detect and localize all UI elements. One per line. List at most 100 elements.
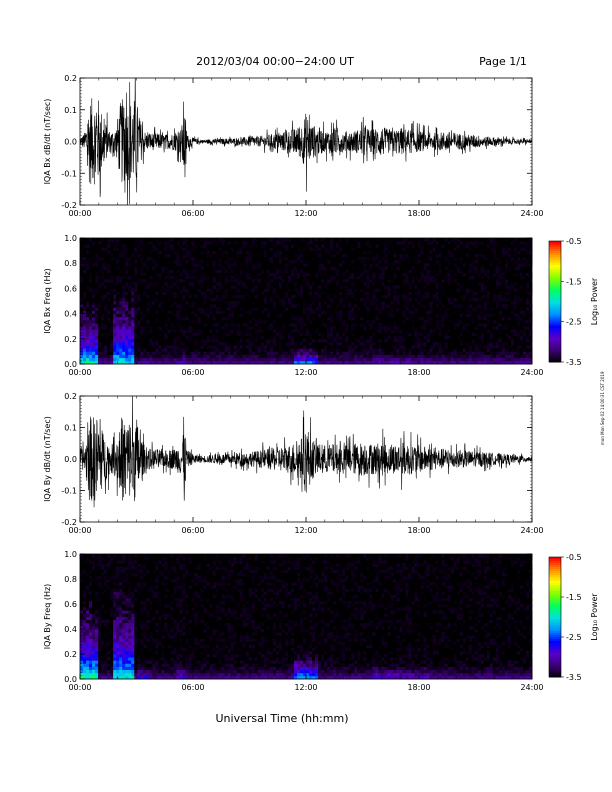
spectrogram-cell [390,345,394,349]
spectrogram-cell [215,332,220,337]
spectrogram-cell [501,351,506,355]
spectrogram-cell [161,244,165,248]
spectrogram-cell [315,250,319,255]
spectrogram-cell [152,304,156,308]
spectrogram-cell [185,348,189,352]
spectrogram-cell [372,244,376,248]
spectrogram-cell [188,329,192,333]
spectrogram-cell [375,335,379,340]
spectrogram-cell [357,360,361,365]
spectrogram-cell [378,345,382,349]
spectrogram-cell [281,341,286,346]
spectrogram-cell [125,354,129,359]
spectrogram-cell [402,329,406,333]
spectrogram-cell [312,316,316,321]
spectrogram-cell [399,351,403,355]
spectrogram-cell [468,313,473,318]
spectrogram-cell [176,301,180,305]
spectrogram-cell [462,323,467,327]
spectrogram-cell [158,263,162,267]
spectrogram-cell [333,275,337,280]
spectrogram-cell [266,253,271,258]
spectrogram-cell [333,310,337,314]
spectrogram-cell [173,297,177,302]
spectrogram-cell [278,263,283,267]
spectrogram-cell [366,282,370,286]
spectrogram-cell [336,329,340,333]
spectrogram-cell [161,291,165,296]
spectrogram-cell [324,263,328,267]
spectrogram-cell [287,351,292,355]
spectrogram-cell [378,335,382,340]
spectrogram-cell [251,266,256,270]
spectrogram-cell [140,263,144,267]
spectrogram-cell [257,360,262,365]
spectrogram-cell [188,269,192,274]
spectrogram-cell [170,269,174,274]
spectrogram-cell [293,288,298,292]
spectrogram-cell [381,345,385,349]
spectrogram-cell [372,260,376,264]
spectrogram-cell [212,241,216,245]
spectrogram-cell [215,294,220,299]
spectrogram-cell [354,360,358,365]
spectrogram-cell [378,326,382,330]
spectrogram-cell [378,291,382,296]
spectrogram-cell [278,256,283,261]
spectrogram-cell [218,307,223,311]
spectrogram-cell [131,307,135,311]
spectrogram-cell [528,256,533,261]
spectrogram-cell [239,260,244,264]
spectrogram-cell [146,256,150,261]
spectrogram-cell [477,301,482,305]
spectrogram-cell [206,291,210,296]
spectrogram-cell [519,351,524,355]
spectrogram-cell [158,238,162,242]
spectrogram-cell [519,338,524,343]
spectrogram-cell [402,345,406,349]
spectrogram-cell [194,348,198,352]
spectrogram-cell [474,319,479,324]
spectrogram-cell [420,272,424,277]
spectrogram-cell [128,291,132,296]
spectrogram-cell [423,291,427,296]
spectrogram-cell [480,253,485,258]
spectrogram-cell [498,313,503,318]
spectrogram-cell [194,260,198,264]
spectrogram-cell [296,297,301,302]
spectrogram-cell [122,360,126,365]
spectrogram-cell [263,288,268,292]
spectrogram-cell [299,351,304,355]
spectrogram-cell [161,247,165,251]
spectrogram-cell [498,348,503,352]
spectrogram-cell [372,263,376,267]
spectrogram-cell [342,294,346,299]
spectrogram-cell [128,316,132,321]
spectrogram-cell [200,297,204,302]
spectrogram-cell [269,323,274,327]
spectrogram-cell [239,263,244,267]
spectrogram-cell [402,323,406,327]
spectrogram-cell [221,338,226,343]
spectrogram-cell [363,260,367,264]
spectrogram-cell [339,256,343,261]
spectrogram-cell [444,285,449,289]
spectrogram-cell [315,329,319,333]
spectrogram-cell [146,354,150,359]
spectrogram-cell [465,345,470,349]
spectrogram-cell [342,307,346,311]
spectrogram-cell [113,360,117,365]
spectrogram-cell [498,341,503,346]
spectrogram-cell [269,260,274,264]
spectrogram-cell [390,313,394,318]
spectrogram-cell [492,282,497,286]
spectrogram-cell [110,269,114,274]
spectrogram-cell [483,275,488,280]
spectrogram-cell [387,291,391,296]
spectrogram-cell [435,269,439,274]
spectrogram-cell [179,354,183,359]
spectrogram-cell [284,272,289,277]
spectrogram-cell [375,316,379,321]
spectrogram-cell [441,263,446,267]
spectrogram-cell [348,288,352,292]
